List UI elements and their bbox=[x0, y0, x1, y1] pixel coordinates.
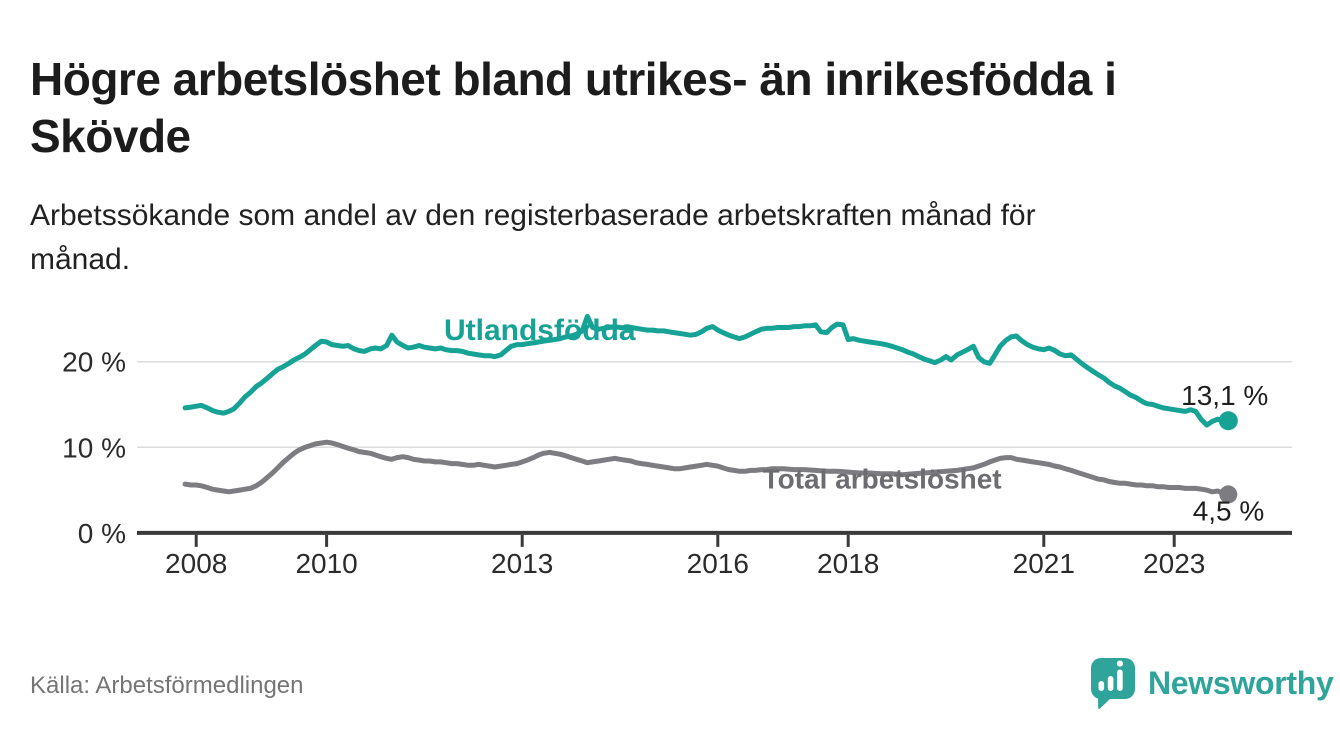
x-tick-label: 2013 bbox=[491, 548, 553, 579]
x-tick-label: 2021 bbox=[1013, 548, 1075, 579]
page-title-line2: Skövde bbox=[30, 109, 191, 162]
series-inline-label: Utlandsfödda bbox=[444, 314, 636, 347]
chart-subtitle: Arbetssökande som andel av den registerb… bbox=[30, 194, 1270, 282]
series-inline-label: Total arbetslöshet bbox=[763, 464, 1002, 495]
x-tick-label: 2023 bbox=[1143, 548, 1205, 579]
source-note: Källa: Arbetsförmedlingen bbox=[30, 672, 304, 699]
newsworthy-logo: Newsworthy bbox=[1088, 656, 1334, 710]
x-tick-label: 2016 bbox=[687, 548, 749, 579]
newsworthy-logo-text: Newsworthy bbox=[1148, 664, 1334, 701]
x-tick-label: 2008 bbox=[165, 548, 227, 579]
newsworthy-logo-icon bbox=[1091, 658, 1135, 710]
series-end-dot bbox=[1219, 485, 1238, 504]
y-tick-label: 0 % bbox=[78, 518, 126, 549]
y-tick-label: 10 % bbox=[62, 432, 126, 463]
chart-subtitle-line1: Arbetssökande som andel av den registerb… bbox=[30, 199, 1036, 232]
y-tick-label: 20 % bbox=[62, 347, 126, 378]
series-end-value-label: 13,1 % bbox=[1181, 380, 1268, 411]
series-line-total-arbetsloshet bbox=[182, 439, 1231, 497]
series-line-utlandsfodda bbox=[182, 313, 1231, 428]
series-end-dot bbox=[1218, 411, 1238, 431]
page-title: Högre arbetslöshet bland utrikes- än inr… bbox=[30, 51, 1300, 165]
x-tick-label: 2010 bbox=[295, 548, 357, 579]
x-tick-label: 2018 bbox=[817, 548, 879, 579]
page-title-line1: Högre arbetslöshet bland utrikes- än inr… bbox=[30, 52, 1117, 105]
series-end-value-label: 4,5 % bbox=[1193, 495, 1265, 526]
chart-subtitle-line2: månad. bbox=[30, 243, 131, 276]
